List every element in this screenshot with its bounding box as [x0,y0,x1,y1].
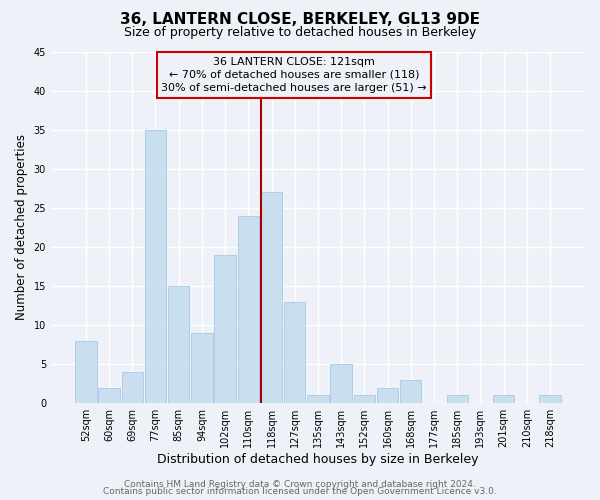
Bar [98,388,120,403]
Bar [354,396,375,403]
Text: Size of property relative to detached houses in Berkeley: Size of property relative to detached ho… [124,26,476,39]
Y-axis label: Number of detached properties: Number of detached properties [15,134,28,320]
Bar [446,396,468,403]
Bar [168,286,190,403]
Bar [284,302,305,403]
Text: 36 LANTERN CLOSE: 121sqm
← 70% of detached houses are smaller (118)
30% of semi-: 36 LANTERN CLOSE: 121sqm ← 70% of detach… [161,57,427,93]
Text: Contains public sector information licensed under the Open Government Licence v3: Contains public sector information licen… [103,487,497,496]
Bar [377,388,398,403]
X-axis label: Distribution of detached houses by size in Berkeley: Distribution of detached houses by size … [157,453,479,466]
Bar [122,372,143,403]
Text: 36, LANTERN CLOSE, BERKELEY, GL13 9DE: 36, LANTERN CLOSE, BERKELEY, GL13 9DE [120,12,480,28]
Bar [307,396,329,403]
Bar [238,216,259,403]
Bar [261,192,282,403]
Bar [539,396,561,403]
Bar [191,333,212,403]
Text: Contains HM Land Registry data © Crown copyright and database right 2024.: Contains HM Land Registry data © Crown c… [124,480,476,489]
Bar [331,364,352,403]
Bar [493,396,514,403]
Bar [75,340,97,403]
Bar [214,254,236,403]
Bar [400,380,421,403]
Bar [145,130,166,403]
